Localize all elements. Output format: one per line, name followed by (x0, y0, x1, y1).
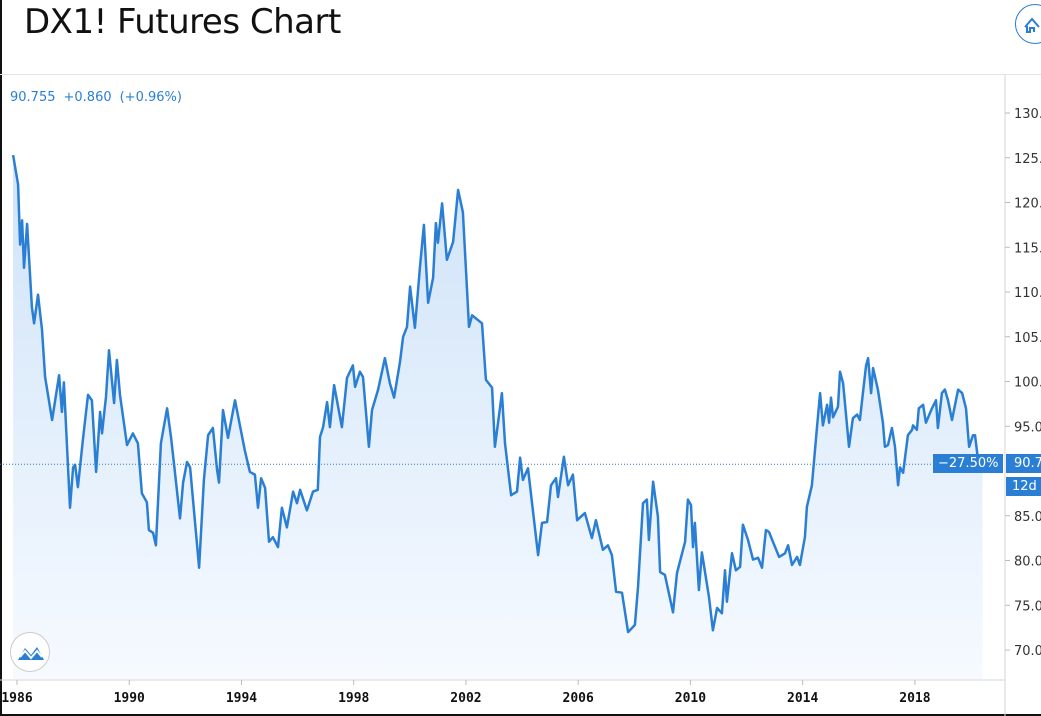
y-tick-label: 110.000 (1014, 286, 1041, 301)
y-tick-label: 95.000 (1014, 420, 1041, 435)
mountain-logo-icon (18, 647, 44, 660)
y-tick-label: 115.000 (1014, 241, 1041, 256)
y-tick-label: 80.000 (1014, 555, 1041, 570)
y-tick-label: 120.000 (1014, 197, 1041, 212)
y-axis[interactable]: 130.000 125.000 120.000 115.000 110.000 105.0… (1004, 75, 1041, 716)
logo-button[interactable] (10, 632, 50, 672)
home-button[interactable] (1015, 4, 1041, 44)
x-tick-label: 2018 (899, 691, 930, 706)
legend-change: +0.860 (63, 90, 112, 105)
y-tick-label: 130.000 (1014, 107, 1041, 122)
last-price-tag: 90.755 (1006, 454, 1041, 473)
y-tick-label: 85.000 (1014, 510, 1041, 525)
price-legend: 90.755 +0.860 (+0.96%) (10, 90, 190, 105)
countdown-tag: 12d (1006, 477, 1041, 496)
home-icon (1024, 17, 1040, 33)
y-tick-label: 105.000 (1014, 331, 1041, 346)
pct-change-tag: −27.50% (933, 454, 1004, 473)
x-tick-label: 1990 (114, 691, 145, 706)
x-tick-label: 1998 (338, 691, 369, 706)
x-tick-label: 2006 (563, 691, 594, 706)
x-tick-label: 2014 (787, 691, 818, 706)
y-tick-label: 70.000 (1014, 644, 1041, 659)
y-tick-label: 100.000 (1014, 376, 1041, 391)
x-tick-label: 1986 (1, 691, 32, 706)
legend-change-pct: (+0.96%) (119, 90, 182, 105)
price-line-series (11, 154, 980, 634)
header-divider (0, 74, 1041, 75)
price-area-fill (13, 155, 983, 680)
page-title: DX1! Futures Chart (24, 2, 341, 42)
x-axis[interactable]: 1986 1990 1994 1998 2002 2006 2010 2014 2018 (0, 679, 1005, 706)
x-tick-label: 2002 (450, 691, 481, 706)
x-tick-label: 1994 (226, 691, 257, 706)
legend-price: 90.755 (10, 90, 56, 105)
x-tick-label: 2010 (675, 691, 706, 706)
y-tick-label: 125.000 (1014, 152, 1041, 167)
y-tick-label: 75.000 (1014, 599, 1041, 614)
